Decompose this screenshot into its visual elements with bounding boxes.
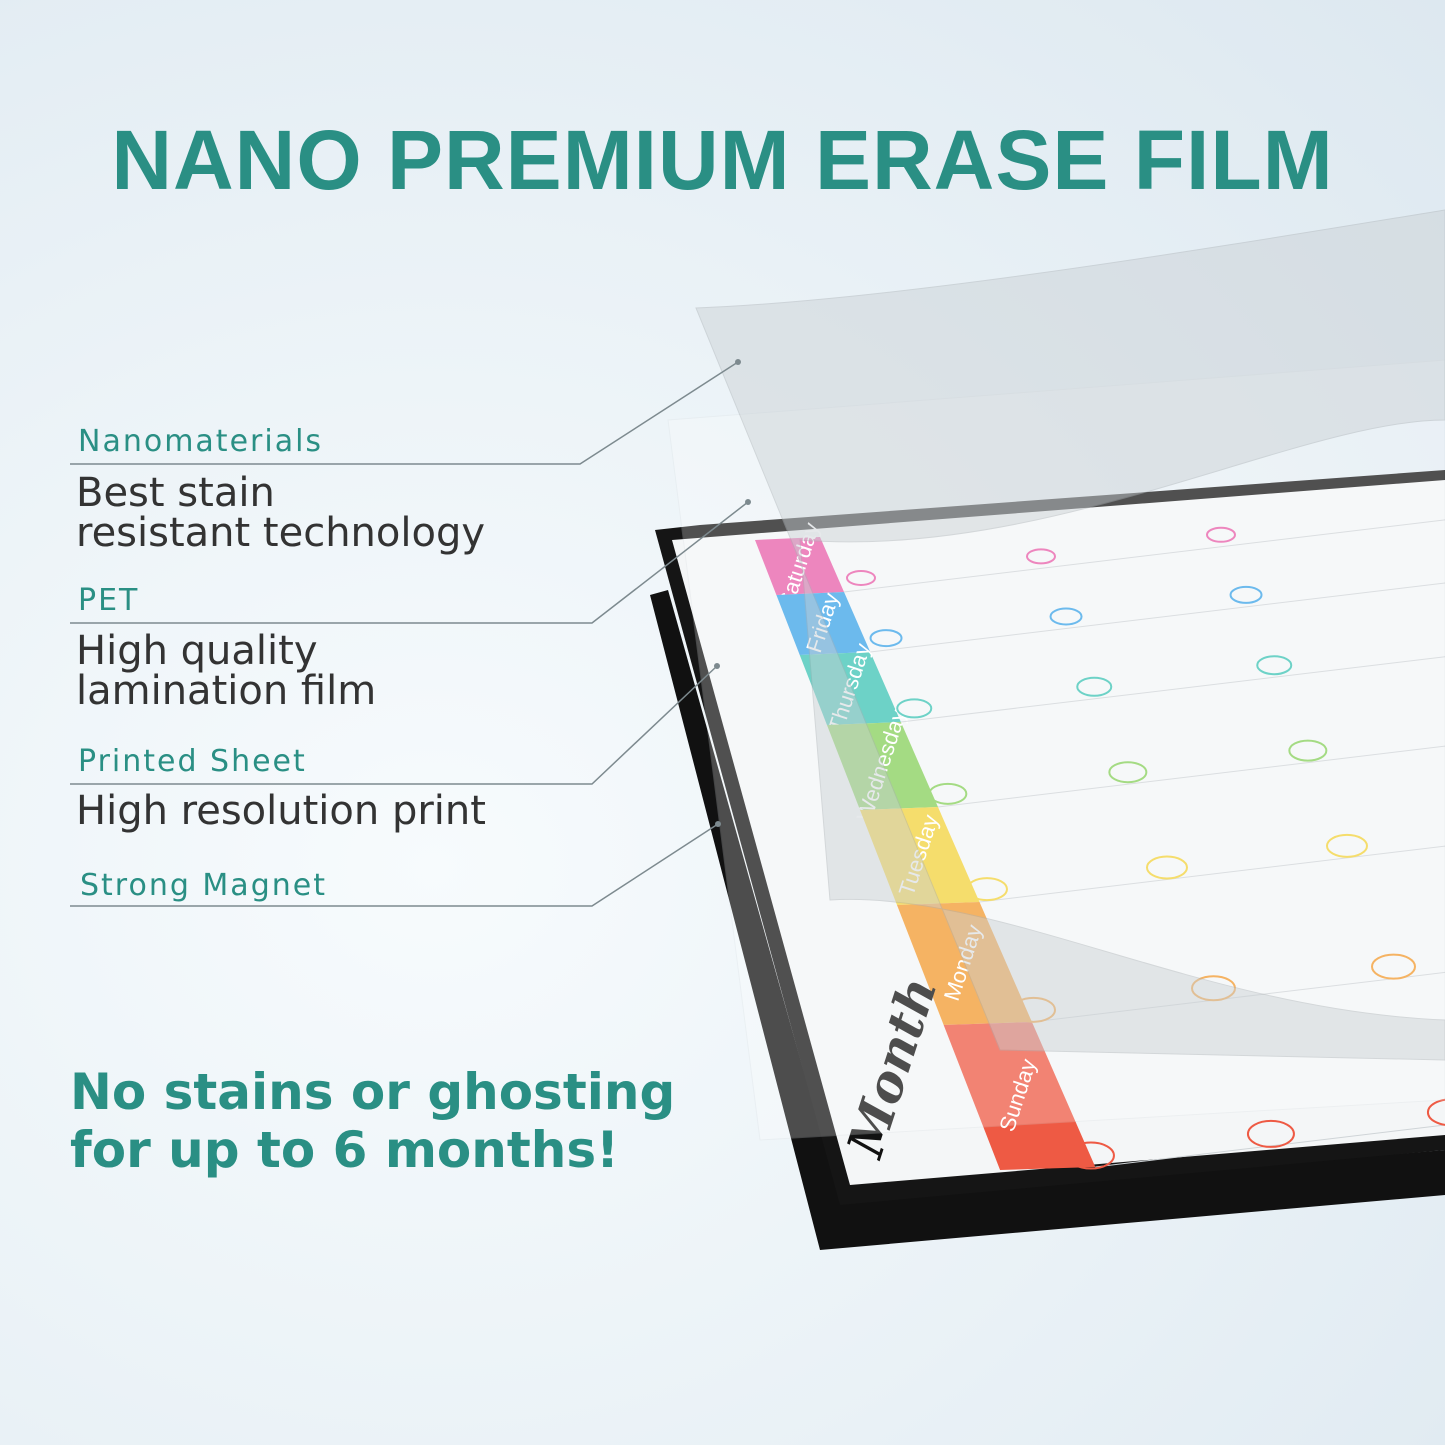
grid-line bbox=[1031, 971, 1445, 1023]
page-title: NANO PREMIUM ERASE FILM bbox=[111, 113, 1334, 207]
layer-label-nanomaterials: Nanomaterials bbox=[78, 424, 324, 459]
date-circle bbox=[965, 877, 1008, 902]
date-circle bbox=[1026, 548, 1056, 565]
layer-description-pet: High quality lamination film bbox=[76, 628, 377, 714]
date-circle bbox=[1371, 953, 1417, 980]
calendar-grid bbox=[843, 519, 1445, 1170]
day-tab-saturday bbox=[755, 537, 845, 595]
date-circle bbox=[1229, 585, 1263, 604]
date-circle bbox=[1049, 607, 1083, 626]
day-tab-thursday bbox=[799, 652, 901, 725]
leader-lines bbox=[70, 361, 749, 907]
grid-line bbox=[843, 519, 1445, 593]
date-circle bbox=[1288, 739, 1328, 762]
slogan: No stains or ghosting for up to 6 months! bbox=[70, 1063, 676, 1179]
date-circle bbox=[1325, 833, 1368, 858]
layer-label-strong-magnet: Strong Magnet bbox=[80, 868, 327, 903]
date-circle bbox=[928, 782, 968, 805]
date-circle bbox=[1066, 1141, 1115, 1170]
date-circle bbox=[1246, 1119, 1295, 1148]
date-circle bbox=[1011, 996, 1057, 1023]
date-circle bbox=[1256, 655, 1293, 676]
date-circle bbox=[1108, 761, 1148, 784]
leader-dots bbox=[714, 359, 751, 827]
day-tab-tuesday bbox=[860, 807, 980, 905]
date-circle bbox=[846, 569, 876, 586]
date-circle bbox=[1076, 676, 1113, 697]
layer-description-printed-sheet: High resolution print bbox=[76, 788, 486, 834]
grid-line bbox=[937, 745, 1445, 808]
grid-line bbox=[870, 582, 1445, 653]
day-tabs: SaturdayFridayThursdayWednesdayTuesdayMo… bbox=[755, 519, 1096, 1170]
layer-description-nanomaterials: Best stain resistant technology bbox=[76, 470, 486, 556]
date-circle bbox=[896, 698, 933, 719]
date-circle bbox=[869, 629, 903, 648]
day-tab-friday bbox=[776, 592, 871, 655]
day-tab-sunday bbox=[943, 1022, 1096, 1170]
day-tab-wednesday bbox=[826, 722, 938, 810]
magnet-layer bbox=[650, 590, 1445, 1250]
layer-label-printed-sheet: Printed Sheet bbox=[78, 744, 307, 779]
grid-line bbox=[900, 656, 1445, 723]
pet-film bbox=[667, 359, 1445, 1141]
day-tab-monday bbox=[896, 902, 1032, 1025]
date-circle bbox=[1426, 1098, 1445, 1126]
date-circle bbox=[1206, 526, 1236, 543]
layer-label-pet: PET bbox=[78, 583, 140, 618]
date-circle bbox=[1145, 855, 1188, 880]
nano-film bbox=[695, 209, 1445, 1061]
date-circle bbox=[1191, 975, 1237, 1002]
grid-line bbox=[979, 845, 1445, 903]
